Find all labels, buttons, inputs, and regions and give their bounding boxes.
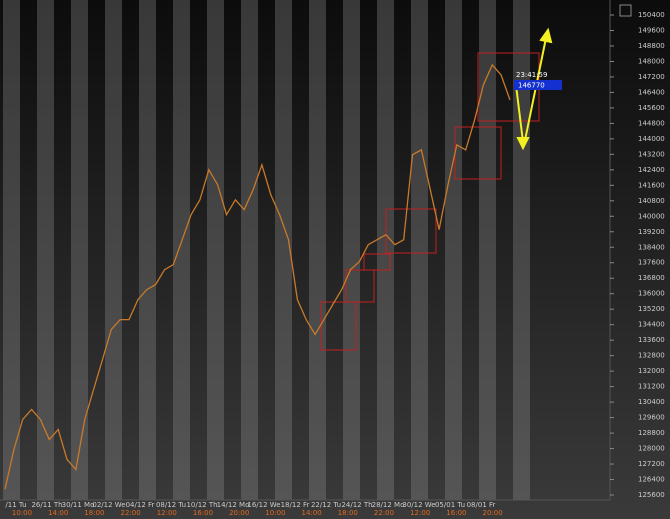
y-tick-label: 145600 xyxy=(638,104,665,112)
y-tick-label: 146400 xyxy=(638,88,665,96)
y-tick-label: 132000 xyxy=(638,367,665,375)
arrow-head xyxy=(539,27,553,44)
stripe xyxy=(71,0,88,500)
x-date-label: 05/01 Tu xyxy=(435,501,465,509)
stripe xyxy=(275,0,292,500)
stripe xyxy=(513,0,530,500)
stripe xyxy=(3,0,20,500)
y-tick-label: 140000 xyxy=(638,212,665,220)
x-time-label: 20:00 xyxy=(229,509,249,517)
arrows xyxy=(515,27,553,151)
x-date-label: 14/12 Mo xyxy=(217,501,250,509)
stripe xyxy=(309,0,326,500)
y-tick-label: 131200 xyxy=(638,383,665,391)
price-line xyxy=(4,63,511,490)
x-date-label: 26/11 Th xyxy=(31,501,62,509)
x-date-label: 08/12 Tu xyxy=(156,501,186,509)
arrow xyxy=(523,37,547,146)
x-time-label: 14:00 xyxy=(302,509,322,517)
y-tick-label: 136000 xyxy=(638,290,665,298)
y-tick-label: 128000 xyxy=(638,445,665,453)
icon[interactable] xyxy=(619,4,632,17)
x-time-label: 18:00 xyxy=(84,509,104,517)
box xyxy=(363,253,391,271)
x-date-label: /11 Tu xyxy=(5,501,26,509)
y-tick-label: 141600 xyxy=(638,181,665,189)
y-tick-label: 126400 xyxy=(638,476,665,484)
x-date-label: 28/12 Mo xyxy=(372,501,405,509)
stripe xyxy=(139,0,156,500)
x-date-label: 30/11 Mo xyxy=(62,501,95,509)
stripe xyxy=(343,0,360,500)
y-tick-label: 127200 xyxy=(638,460,665,468)
box xyxy=(320,301,357,351)
y-tick-label: 133600 xyxy=(638,336,665,344)
x-time-label: 20:00 xyxy=(483,509,503,517)
x-time-label: 22:00 xyxy=(374,509,394,517)
stripe xyxy=(173,0,190,500)
y-tick-label: 128800 xyxy=(638,429,665,437)
session-stripes xyxy=(3,0,530,500)
y-tick-label: 132800 xyxy=(638,352,665,360)
y-tick-label: 129600 xyxy=(638,414,665,422)
stripe xyxy=(207,0,224,500)
y-tick-label: 139200 xyxy=(638,228,665,236)
x-time-label: 16:00 xyxy=(446,509,466,517)
x-date-label: 08/01 Fr xyxy=(467,501,496,509)
stripe xyxy=(411,0,428,500)
y-tick-label: 144000 xyxy=(638,135,665,143)
clock: 23:41:59 xyxy=(516,71,547,79)
stripe xyxy=(37,0,54,500)
stripe xyxy=(105,0,122,500)
stripe xyxy=(479,0,496,500)
y-tick-label: 130400 xyxy=(638,398,665,406)
annotation-boxes xyxy=(320,52,540,351)
x-date-label: 10/12 Th xyxy=(186,501,217,509)
y-tick-label: 143200 xyxy=(638,150,665,158)
y-tick-label: 125600 xyxy=(638,491,665,499)
y-tick-label: 149600 xyxy=(638,26,665,34)
x-date-label: 30/12 We xyxy=(402,501,435,509)
x-time-label: 12:00 xyxy=(157,509,177,517)
y-tick-label: 148000 xyxy=(638,57,665,65)
x-date-label: 16/12 We xyxy=(247,501,280,509)
y-tick-label: 138400 xyxy=(638,243,665,251)
x-time-label: 10:00 xyxy=(12,509,32,517)
x-time-label: 10:00 xyxy=(265,509,285,517)
y-tick-label: 136800 xyxy=(638,274,665,282)
x-time-label: 14:00 xyxy=(48,509,68,517)
x-date-label: 02/12 We xyxy=(92,501,125,509)
y-tick-label: 135200 xyxy=(638,305,665,313)
y-tick-label: 148800 xyxy=(638,42,665,50)
box xyxy=(385,208,437,254)
x-time-label: 22:00 xyxy=(121,509,141,517)
price-box xyxy=(514,80,562,90)
box xyxy=(345,269,375,303)
y-tick-label: 142400 xyxy=(638,166,665,174)
y-tick-label: 137600 xyxy=(638,259,665,267)
x-date-label: 24/12 Th xyxy=(341,501,372,509)
x-time-label: 16:00 xyxy=(193,509,213,517)
stripe xyxy=(241,0,258,500)
y-tick-label: 144800 xyxy=(638,119,665,127)
last-price: 146770 xyxy=(518,82,545,90)
stripe xyxy=(445,0,462,500)
x-date-label: 04/12 Fr xyxy=(126,501,155,509)
y-tick-label: 147200 xyxy=(638,73,665,81)
y-tick-label: 150400 xyxy=(638,11,665,19)
x-date-label: 18/12 Fr xyxy=(281,501,310,509)
x-date-label: 22/12 Tu xyxy=(311,501,341,509)
x-time-label: 12:00 xyxy=(410,509,430,517)
y-tick-label: 140800 xyxy=(638,197,665,205)
arrow xyxy=(515,84,524,143)
x-time-label: 18:00 xyxy=(338,509,358,517)
y-tick-label: 134400 xyxy=(638,321,665,329)
